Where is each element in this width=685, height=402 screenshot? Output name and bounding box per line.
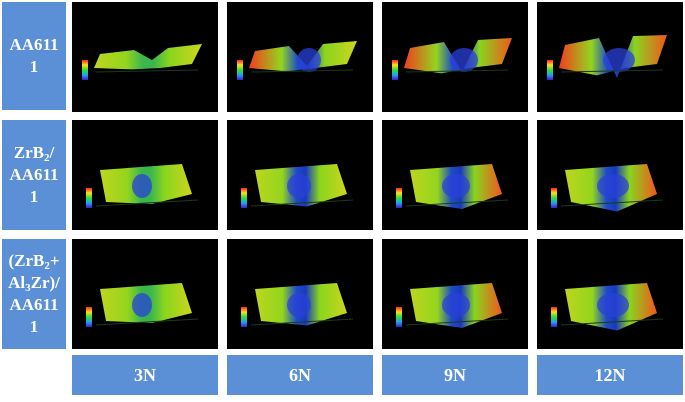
wear-surface — [249, 41, 357, 72]
col-label-6n: 6N — [227, 355, 373, 395]
wear-profile-aa6111-9n — [382, 2, 528, 112]
wear-track — [287, 174, 311, 198]
wear-track — [297, 48, 321, 72]
row-label-3-part4: AA611 — [9, 295, 59, 314]
row-label-aa6111: AA611 1 — [2, 2, 66, 110]
color-scale-bar — [396, 188, 402, 208]
wear-profile-aa6111-12n — [537, 2, 683, 112]
row-label-zrb2-text: ZrB — [13, 143, 44, 162]
wear-profile-aa6111-3n — [72, 2, 218, 112]
col-label-9n: 9N — [382, 355, 528, 395]
row-label-zrb2-al3zr-aa6111: (ZrB2+ Al3Zr)/ AA611 1 — [2, 239, 66, 349]
row-label-3-sub2: 3 — [25, 282, 31, 294]
wear-track — [603, 48, 635, 72]
wear-track — [132, 174, 152, 198]
col-label-12n: 12N — [537, 355, 683, 395]
row-label-zrb2-sub: 2 — [44, 152, 50, 164]
row-label-3-part5: 1 — [29, 317, 39, 336]
wear-profile-zrb2-al3zr-3n — [72, 239, 218, 349]
color-scale-bar — [551, 307, 557, 327]
wear-profile-aa6111-6n — [227, 2, 373, 112]
row-label-aa6111-line1: AA611 — [9, 35, 59, 54]
color-scale-bar — [547, 60, 553, 80]
wear-track — [597, 174, 629, 198]
wear-track — [442, 293, 470, 317]
color-scale-bar — [241, 307, 247, 327]
row-label-3-part3: Zr)/ — [30, 273, 60, 292]
wear-track — [132, 293, 152, 317]
wear-surface — [559, 35, 667, 78]
row-label-3-sub1: 2 — [44, 260, 50, 272]
row-label-zrb2-line2: AA611 — [9, 165, 59, 184]
row-label-aa6111-line2: 1 — [29, 57, 39, 76]
wear-profile-zrb2-al3zr-6n — [227, 239, 373, 349]
color-scale-bar — [86, 307, 92, 327]
wear-track — [442, 174, 470, 198]
color-scale-bar — [82, 60, 88, 80]
wear-profile-zrb2-6n — [227, 120, 373, 230]
wear-track — [597, 293, 629, 317]
wear-profile-zrb2-3n — [72, 120, 218, 230]
wear-profile-zrb2-9n — [382, 120, 528, 230]
color-scale-bar — [86, 188, 92, 208]
row-label-3-part1: (ZrB — [8, 251, 45, 270]
color-scale-bar — [237, 60, 243, 80]
row-label-zrb2-aa6111: ZrB2/ AA611 1 — [2, 120, 66, 230]
col-label-3n: 3N — [72, 355, 218, 395]
wear-profile-zrb2-al3zr-9n — [382, 239, 528, 349]
wear-profile-zrb2-12n — [537, 120, 683, 230]
color-scale-bar — [392, 60, 398, 80]
wear-track — [450, 48, 478, 72]
color-scale-bar — [396, 307, 402, 327]
wear-profile-zrb2-al3zr-12n — [537, 239, 683, 349]
wear-surface — [404, 38, 512, 74]
wear-track — [287, 293, 311, 317]
row-label-zrb2-line3: 1 — [29, 187, 39, 206]
wear-surface — [94, 44, 202, 70]
color-scale-bar — [551, 188, 557, 208]
row-label-3-part2: Al — [8, 273, 26, 292]
color-scale-bar — [241, 188, 247, 208]
